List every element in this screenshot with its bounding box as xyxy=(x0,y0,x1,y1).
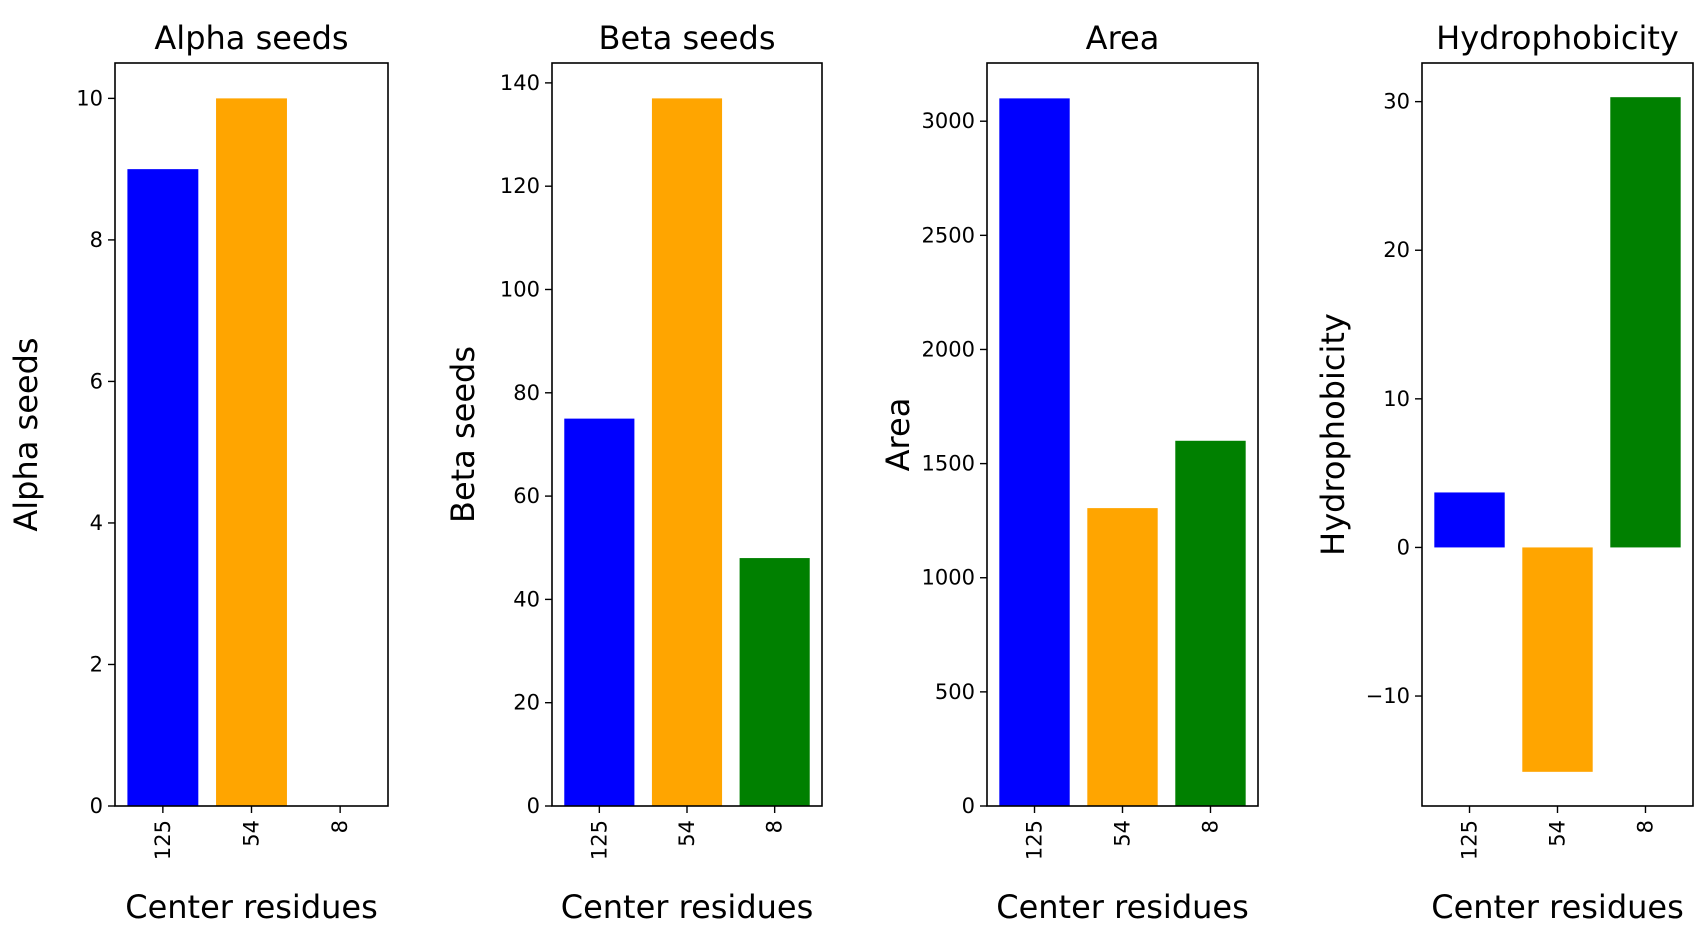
chart-title: Beta seeds xyxy=(599,19,776,57)
chart-panel-2: 0 20 40 60 80 100 120 140 125 54 8 Beta seeds Center… xyxy=(444,19,823,926)
chart-title: Area xyxy=(1086,19,1160,57)
x-tick-label: 125 xyxy=(587,820,611,860)
chart-title: Alpha seeds xyxy=(154,19,348,57)
y-tick-label: 40 xyxy=(513,587,540,611)
x-tick-label: 54 xyxy=(1546,820,1570,847)
bar-125 xyxy=(127,169,199,807)
y-tick-label: 0 xyxy=(1397,535,1410,559)
y-tick-label: 20 xyxy=(1383,238,1410,262)
bar-54 xyxy=(216,98,287,806)
chart-panel-3: 0 500 1000 1500 2000 2500 3000 125 54 8 Area Center… xyxy=(879,19,1259,926)
y-axis-label: Alpha seeds xyxy=(7,337,45,531)
y-tick-label: 6 xyxy=(90,369,103,393)
y-tick-label: 0 xyxy=(962,794,975,818)
x-tick-label: 8 xyxy=(1633,820,1657,833)
x-tick-label: 125 xyxy=(151,820,175,860)
y-tick-label: 2000 xyxy=(922,337,975,361)
y-tick-label: 1000 xyxy=(922,566,975,590)
y-tick-label: 0 xyxy=(90,794,103,818)
y-tick-label: 500 xyxy=(935,680,975,704)
y-tick-label: 140 xyxy=(500,71,540,95)
y-tick-label: 8 xyxy=(90,228,103,252)
bar-125 xyxy=(564,418,635,806)
x-tick-label: 125 xyxy=(1023,820,1047,860)
x-tick-label: 8 xyxy=(328,820,352,833)
x-axis-label: Center residues xyxy=(1431,888,1684,926)
bar-54 xyxy=(651,98,723,806)
x-tick-label: 54 xyxy=(1111,820,1135,847)
x-tick-label: 54 xyxy=(240,820,264,847)
y-tick-label: 10 xyxy=(1383,387,1410,411)
y-tick-label: 2500 xyxy=(922,223,975,247)
chart-panel-4: −10 0 10 20 30 125 54 8 Hydrophobicity Center res… xyxy=(1314,19,1694,926)
bar-125 xyxy=(999,98,1070,806)
chart-panel-1: 0 2 4 6 8 10 125 54 8 Alpha seeds Center residues A… xyxy=(7,19,389,926)
y-tick-label: 20 xyxy=(513,691,540,715)
x-tick-label: 125 xyxy=(1458,820,1482,860)
x-tick-label: 8 xyxy=(1198,820,1222,833)
bar-54 xyxy=(1087,508,1158,806)
y-tick-label: 1500 xyxy=(922,452,975,476)
bar-8 xyxy=(739,558,810,806)
x-tick-label: 8 xyxy=(763,820,787,833)
x-axis-label: Center residues xyxy=(125,888,378,926)
y-tick-label: −10 xyxy=(1366,684,1410,708)
y-tick-label: 10 xyxy=(76,86,103,110)
x-axis-label: Center residues xyxy=(561,888,814,926)
bar-54 xyxy=(1522,547,1593,772)
bar-8 xyxy=(1610,97,1681,548)
x-tick-label: 54 xyxy=(675,820,699,847)
y-tick-label: 100 xyxy=(500,277,540,301)
x-axis-label: Center residues xyxy=(996,888,1249,926)
chart-title: Hydrophobicity xyxy=(1436,19,1679,57)
y-tick-label: 80 xyxy=(513,381,540,405)
y-axis-label: Beta seeds xyxy=(444,346,482,523)
y-tick-label: 0 xyxy=(527,794,540,818)
y-tick-label: 60 xyxy=(513,484,540,508)
y-axis-label: Area xyxy=(879,398,917,472)
y-tick-label: 30 xyxy=(1383,90,1410,114)
y-tick-label: 3000 xyxy=(922,109,975,133)
y-axis-label: Hydrophobicity xyxy=(1314,313,1352,556)
y-tick-label: 120 xyxy=(500,174,540,198)
bar-8 xyxy=(1175,440,1246,806)
bar-125 xyxy=(1434,492,1505,548)
y-tick-label: 2 xyxy=(90,652,103,676)
y-tick-label: 4 xyxy=(90,511,103,535)
